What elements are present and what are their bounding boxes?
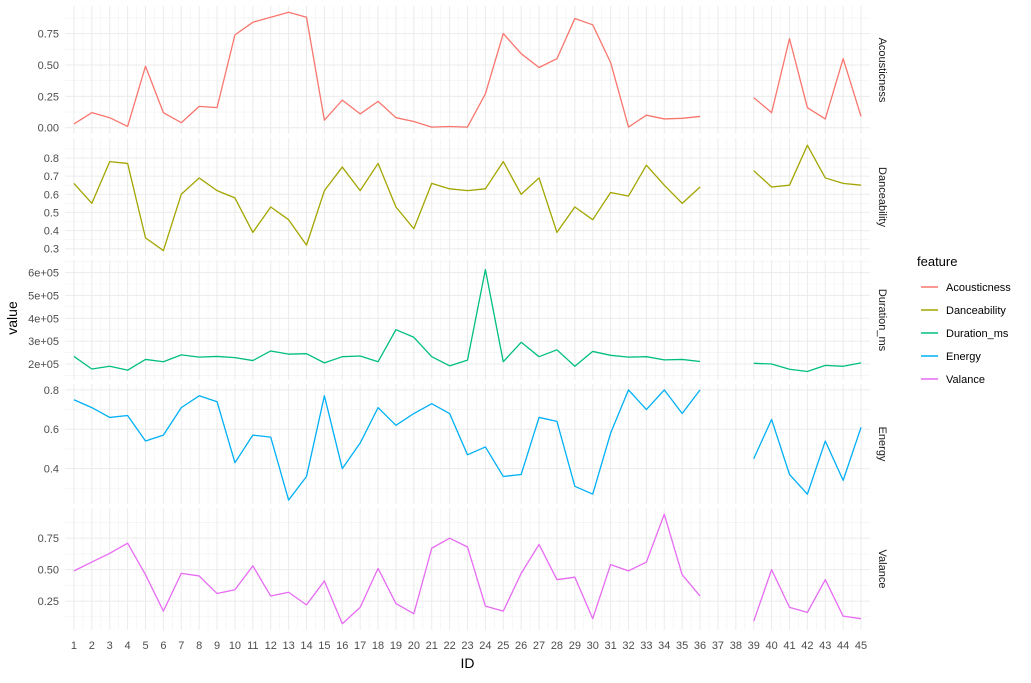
x-tick-label: 34: [658, 640, 670, 652]
legend-item-valance: Valance: [921, 374, 985, 386]
legend-title: feature: [917, 254, 957, 269]
y-tick-label: 3e+05: [28, 336, 59, 348]
legend-label: Valance: [946, 374, 985, 386]
series-line-danceability: [73, 144, 862, 252]
legend-label: Danceability: [946, 305, 1006, 317]
x-tick-label: 2: [89, 640, 95, 652]
x-tick-label: 40: [765, 640, 777, 652]
x-tick-label: 1: [71, 640, 77, 652]
y-tick-label: 6e+05: [28, 268, 59, 280]
facet-strip-label: Acousticness: [876, 38, 888, 103]
x-tick-label: 10: [229, 640, 241, 652]
x-tick-label: 30: [587, 640, 599, 652]
y-tick-label: 0.75: [38, 29, 59, 41]
y-tick-label: 0.50: [38, 60, 59, 72]
x-tick-label: 43: [819, 640, 831, 652]
series-line-valance: [73, 513, 862, 625]
facet-panels: 0.00 0.25 0.50 0.75 Acousticness 0.3 0.4 0.5 0.6…: [28, 6, 888, 630]
x-tick-label: 16: [336, 640, 348, 652]
y-tick-label: 0.7: [44, 171, 59, 183]
x-tick-label: 24: [479, 640, 491, 652]
x-tick-label: 3: [107, 640, 113, 652]
series-line-duration-ms: [73, 268, 862, 373]
x-tick-label: 42: [801, 640, 813, 652]
x-tick-label: 12: [265, 640, 277, 652]
x-tick-label: 20: [408, 640, 420, 652]
x-tick-label: 21: [426, 640, 438, 652]
x-tick-label: 6: [160, 640, 166, 652]
x-tick-label: 4: [125, 640, 131, 652]
y-tick-label: 0.6: [44, 424, 59, 436]
x-tick-label: 29: [569, 640, 581, 652]
facet-strip-label: Energy: [876, 427, 888, 462]
x-tick-label: 38: [730, 640, 742, 652]
y-tick-label: 0.4: [44, 464, 59, 476]
x-tick-label: 37: [712, 640, 724, 652]
x-tick-label: 18: [372, 640, 384, 652]
x-tick-label: 26: [515, 640, 527, 652]
legend-label: Duration_ms: [946, 328, 1009, 340]
x-tick-label: 9: [214, 640, 220, 652]
y-tick-label: 0.4: [44, 226, 59, 238]
x-tick-label: 44: [837, 640, 849, 652]
y-tick-label: 0.75: [38, 533, 59, 545]
legend-item-danceability: Danceability: [921, 305, 1006, 317]
series-line-energy: [73, 389, 862, 501]
x-tick-label: 27: [533, 640, 545, 652]
legend-label: Acousticness: [946, 282, 1011, 294]
facet-panel-duration-ms: 2e+05 3e+05 4e+05 5e+05 6e+05 Duration_ms: [28, 260, 888, 380]
y-axis-title: value: [4, 301, 20, 335]
facet-strip-label: Danceability: [876, 167, 888, 227]
x-tick-label: 13: [282, 640, 294, 652]
y-tick-label: 0.25: [38, 596, 59, 608]
y-tick-label: 0.8: [44, 153, 59, 165]
y-tick-label: 0.6: [44, 189, 59, 201]
facet-panel-valance: 0.25 0.50 0.75 Valance: [38, 508, 888, 630]
facet-panel-danceability: 0.3 0.4 0.5 0.6 0.7 0.8 Danceability: [44, 138, 888, 256]
x-tick-label: 15: [318, 640, 330, 652]
x-tick-label: 45: [855, 640, 867, 652]
x-tick-label: 31: [604, 640, 616, 652]
y-tick-label: 4e+05: [28, 313, 59, 325]
facet-panel-energy: 0.4 0.6 0.8 Energy: [44, 384, 888, 504]
x-axis-title: ID: [461, 655, 475, 671]
facet-strip-label: Duration_ms: [876, 289, 888, 352]
x-tick-label: 8: [196, 640, 202, 652]
y-tick-label: 0.8: [44, 385, 59, 397]
facet-strip-label: Valance: [876, 550, 888, 589]
y-tick-label: 0.5: [44, 207, 59, 219]
series-line-acousticness: [73, 11, 862, 128]
x-tick-label: 41: [783, 640, 795, 652]
y-tick-label: 2e+05: [28, 359, 59, 371]
legend-item-energy: Energy: [921, 351, 981, 363]
y-tick-label: 0.25: [38, 91, 59, 103]
y-tick-label: 0.3: [44, 244, 59, 256]
x-tick-label: 14: [300, 640, 312, 652]
x-tick-label: 32: [622, 640, 634, 652]
y-tick-label: 5e+05: [28, 290, 59, 302]
x-tick-label: 35: [676, 640, 688, 652]
y-tick-label: 0.50: [38, 565, 59, 577]
x-tick-label: 33: [640, 640, 652, 652]
x-tick-label: 25: [497, 640, 509, 652]
x-tick-label: 7: [178, 640, 184, 652]
x-tick-label: 11: [247, 640, 258, 652]
x-tick-label: 22: [443, 640, 455, 652]
x-tick-label: 19: [390, 640, 402, 652]
legend-item-acousticness: Acousticness: [921, 282, 1011, 294]
x-tick-label: 5: [142, 640, 148, 652]
x-tick-label: 17: [354, 640, 366, 652]
facet-panel-acousticness: 0.00 0.25 0.50 0.75 Acousticness: [38, 6, 888, 135]
x-tick-label: 23: [461, 640, 473, 652]
x-tick-label: 28: [551, 640, 563, 652]
x-axis: 1 2 3 4 5 6 7 8 9 10 11 12 13 14 15 16 17 18 19 20 21 22 23 24 2…: [71, 640, 867, 652]
x-tick-label: 36: [694, 640, 706, 652]
legend: feature Acousticness Danceability Duration…: [917, 254, 1011, 386]
x-tick-label: 39: [748, 640, 760, 652]
y-tick-label: 0.00: [38, 123, 59, 135]
legend-label: Energy: [946, 351, 981, 363]
legend-item-duration-ms: Duration_ms: [921, 328, 1009, 340]
